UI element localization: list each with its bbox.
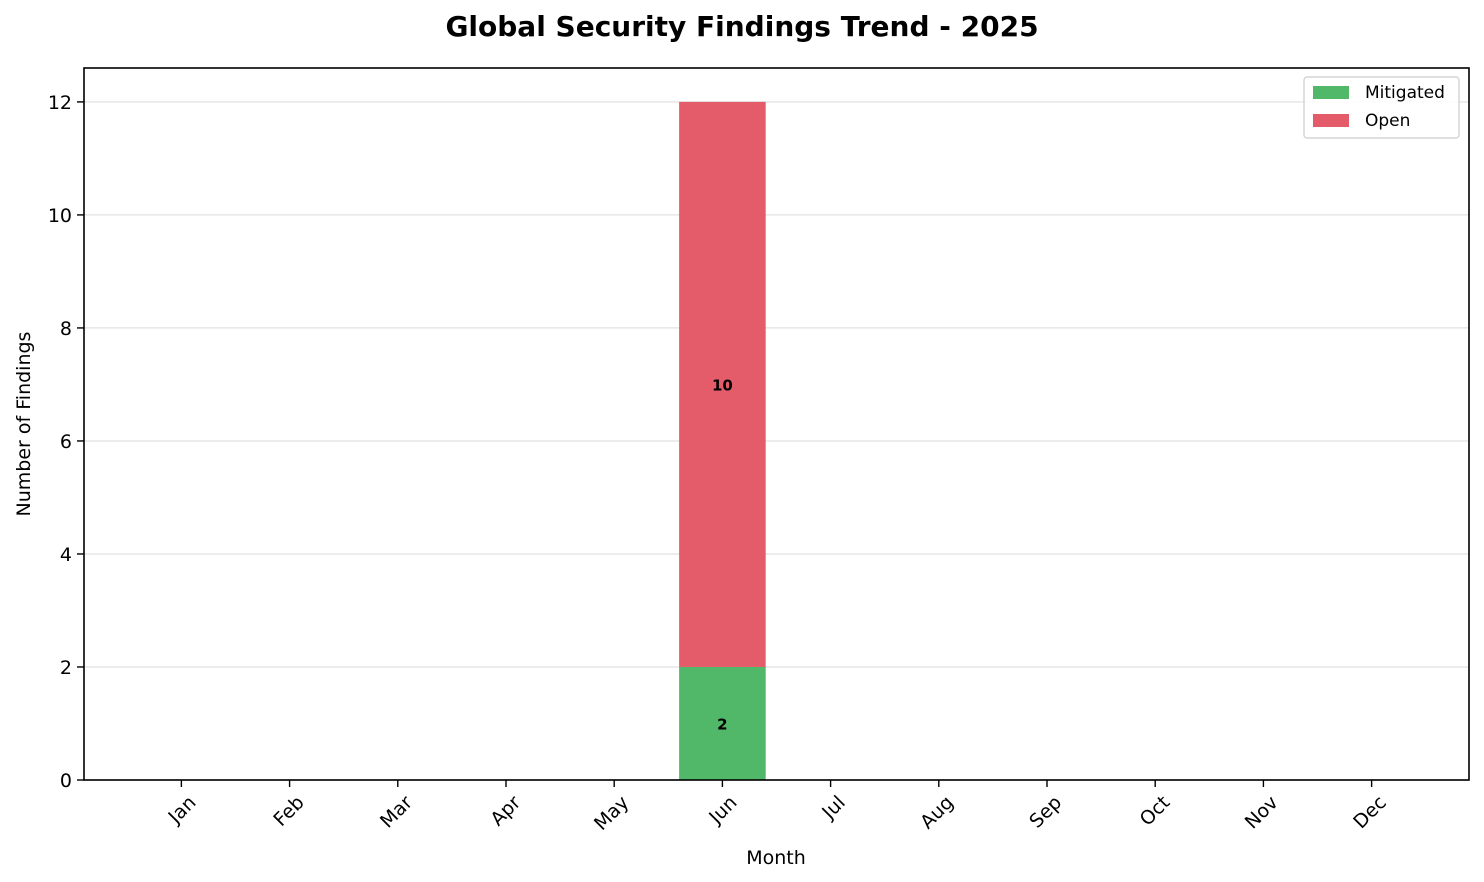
x-tick-label: Feb <box>269 792 308 831</box>
x-tick-label: Nov <box>1241 792 1283 834</box>
y-tick-label: 8 <box>60 318 72 340</box>
x-tick-label: Oct <box>1136 792 1175 831</box>
y-tick-label: 10 <box>48 205 72 227</box>
x-tick-label: Jun <box>704 792 741 829</box>
bar-open <box>679 101 766 667</box>
bar-labels: 2 10 <box>712 376 733 733</box>
x-tick-label: Sep <box>1025 792 1066 833</box>
chart-title: Global Security Findings Trend - 2025 <box>445 10 1039 43</box>
y-tick-label: 4 <box>60 544 72 566</box>
bar-value-label: 10 <box>712 376 733 394</box>
y-tick-label: 0 <box>60 770 72 792</box>
bars <box>679 101 766 780</box>
x-tick-label: Dec <box>1349 792 1391 834</box>
y-axis-label: Number of Findings <box>13 332 35 517</box>
legend-label-open: Open <box>1365 111 1410 131</box>
legend: Mitigated Open <box>1303 76 1460 139</box>
x-tick-label: May <box>590 792 633 835</box>
y-tick-label: 12 <box>48 92 72 114</box>
bar-value-label: 2 <box>717 715 727 733</box>
axes: 0 2 4 6 8 10 12 Jan Feb Mar Apr May Jun Jul Aug Sep Oct N… <box>48 67 1470 835</box>
x-tick-label: Mar <box>376 791 417 832</box>
y-tick-label: 2 <box>60 657 72 679</box>
x-tick-label: Jul <box>817 792 849 824</box>
grid-lines <box>84 101 1469 781</box>
x-tick-label: Jan <box>164 792 201 829</box>
bar-mitigated <box>679 666 766 780</box>
legend-label-mitigated: Mitigated <box>1365 83 1445 103</box>
legend-swatch-mitigated <box>1313 86 1349 99</box>
x-axis-label: Month <box>746 847 806 869</box>
legend-swatch-open <box>1313 114 1349 127</box>
x-tick-label: Aug <box>916 792 958 834</box>
plot-frame <box>83 67 1470 781</box>
x-tick-label: Apr <box>486 791 525 830</box>
y-tick-label: 6 <box>60 431 72 453</box>
